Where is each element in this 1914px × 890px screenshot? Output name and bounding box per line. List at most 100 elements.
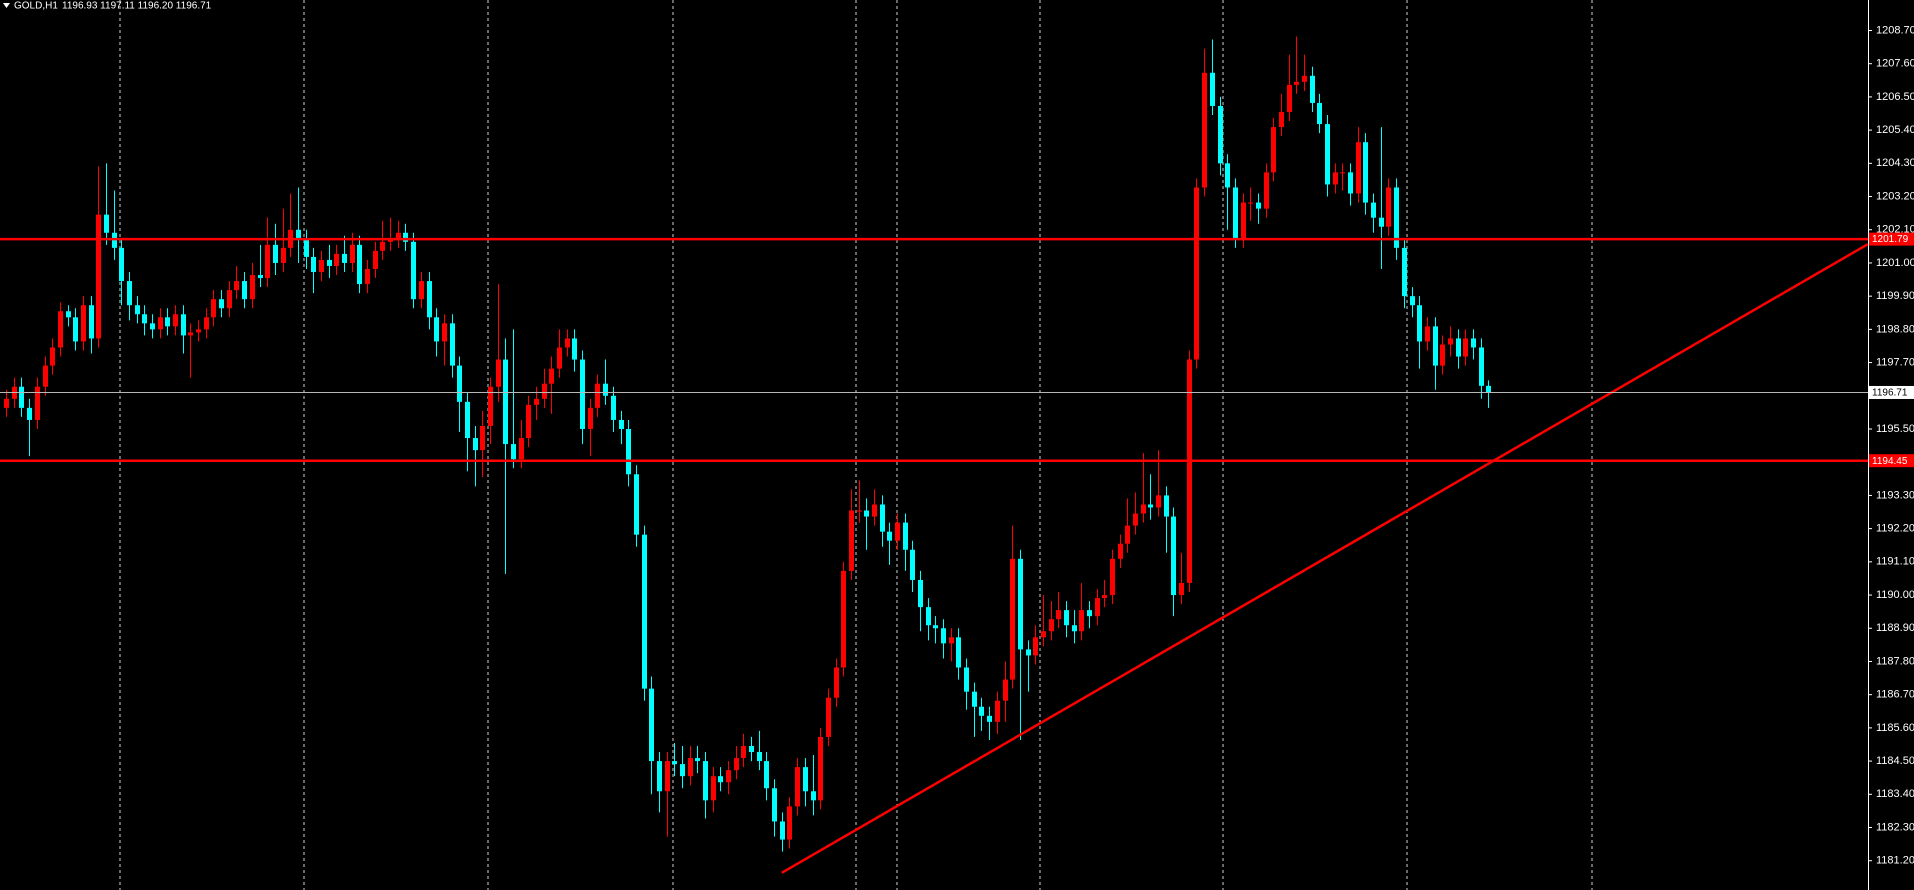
candle-body — [1148, 504, 1153, 508]
candle-body — [1018, 558, 1023, 650]
candle-body — [311, 256, 316, 273]
candle-body — [534, 398, 539, 405]
candle-body — [826, 697, 831, 737]
y-tick-label: 1182.30 — [1876, 821, 1914, 833]
candle-body — [96, 214, 101, 339]
candle-body — [296, 229, 301, 239]
candle-body — [565, 338, 570, 348]
candle-body — [1087, 610, 1092, 617]
candle-body — [473, 438, 478, 451]
candle-body — [427, 281, 432, 318]
y-tick-label: 1198.80 — [1876, 323, 1914, 335]
candle-body — [1287, 84, 1292, 113]
candle-body — [150, 323, 155, 330]
menu-arrow[interactable] — [3, 3, 10, 8]
candle-body — [1456, 338, 1461, 357]
level-label: 1201.79 — [1872, 234, 1909, 245]
candle-body — [1110, 558, 1115, 596]
candle-body — [1386, 187, 1391, 227]
candle-body — [979, 706, 984, 716]
candle-body — [1210, 72, 1215, 106]
candle-body — [503, 359, 508, 445]
candle-body — [834, 667, 839, 698]
candle-body — [695, 758, 700, 762]
candle-body — [1194, 187, 1199, 360]
candle-body — [273, 244, 278, 263]
candle-body — [196, 329, 201, 333]
candle-body — [519, 438, 524, 460]
candle-body — [1010, 558, 1015, 680]
candle-body — [1340, 172, 1345, 174]
candle-body — [1302, 75, 1307, 82]
current-price-box — [1869, 385, 1914, 399]
candle-body — [1448, 338, 1453, 345]
candle-body — [1271, 127, 1276, 173]
candle-body — [1317, 102, 1322, 125]
candle-body — [1233, 187, 1238, 239]
candle-body — [626, 428, 631, 475]
candle-body — [588, 407, 593, 429]
candle-body — [204, 317, 209, 330]
candle-body — [127, 281, 132, 306]
candle-body — [657, 761, 662, 792]
candle-body — [849, 510, 854, 571]
candle-body — [964, 667, 969, 692]
candle-body — [857, 510, 862, 512]
candle-body — [887, 531, 892, 541]
candle-body — [903, 522, 908, 550]
candle-body — [734, 758, 739, 771]
candle-body — [703, 761, 708, 801]
candle-body — [1026, 649, 1031, 656]
candle-body — [795, 767, 800, 807]
candle-body — [1471, 338, 1476, 348]
y-tick-label: 1206.50 — [1876, 91, 1914, 103]
candle-body — [933, 625, 938, 629]
y-tick-label: 1203.20 — [1876, 190, 1914, 202]
candle-body — [81, 305, 86, 342]
candle-body — [1218, 105, 1223, 164]
candle-body — [949, 637, 954, 644]
candle-body — [542, 383, 547, 399]
y-tick-label: 1205.40 — [1876, 124, 1914, 136]
candle-body — [450, 323, 455, 366]
period-separators — [119, 0, 1593, 890]
candle-body — [718, 776, 723, 783]
candle-body — [119, 247, 124, 282]
candle-body — [1225, 163, 1230, 188]
candle-body — [1041, 631, 1046, 638]
y-tick-label: 1201.00 — [1876, 257, 1914, 269]
candle-body — [1079, 610, 1084, 632]
candle-body — [1425, 326, 1430, 342]
candle-body — [396, 232, 401, 239]
candle-body — [104, 214, 109, 233]
candle-body — [1463, 338, 1468, 357]
candle-body — [211, 299, 216, 318]
candle-body — [1371, 202, 1376, 218]
candle-body — [27, 407, 32, 420]
candle-body — [488, 386, 493, 426]
candle-body — [66, 311, 71, 318]
candle-body — [1241, 202, 1246, 239]
candle-body — [787, 806, 792, 840]
candle-body — [1264, 172, 1269, 209]
ohlc-header: 1196.93 1197.11 1196.20 1196.71 — [62, 1, 212, 12]
candle-body — [780, 821, 785, 840]
candle-body — [1279, 112, 1284, 128]
candle-body — [19, 386, 24, 408]
candle-body — [1363, 142, 1368, 203]
candle-body — [334, 253, 339, 266]
candle-body — [357, 244, 362, 285]
candle-body — [910, 549, 915, 580]
candle-body — [1356, 142, 1361, 194]
candle-body — [219, 299, 224, 309]
candle-body — [258, 275, 263, 279]
candle-body — [872, 504, 877, 517]
y-tick-label: 1185.60 — [1876, 722, 1914, 734]
candle-body — [1187, 359, 1192, 583]
candle-body — [764, 761, 769, 789]
candle-body — [319, 259, 324, 273]
candle-body — [672, 761, 677, 765]
y-tick-label: 1208.70 — [1876, 24, 1914, 36]
